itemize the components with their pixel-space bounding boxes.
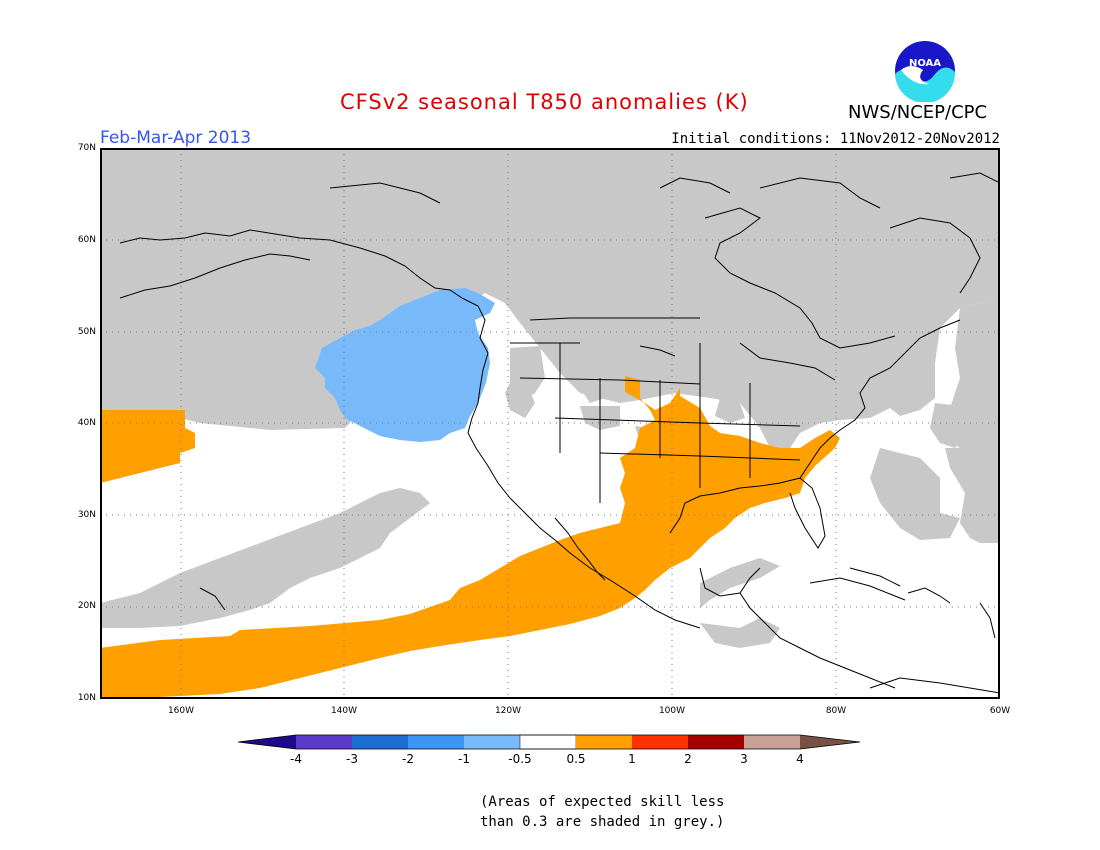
anomaly-map [100,148,1000,699]
lon-label: 160W [167,706,195,716]
colorbar-arrow-high [800,735,860,749]
colorbar [238,734,861,750]
colorbar-label: 0.5 [566,752,586,766]
graticule [100,148,1000,699]
noaa-logo: NOAA [895,41,956,102]
skill-footnote: (Areas of expected skill less than 0.3 a… [480,792,724,832]
colorbar-swatch [352,735,408,749]
lon-label: 80W [825,706,847,716]
colorbar-label: -3 [346,752,358,766]
colorbar-label: -2 [402,752,414,766]
colorbar-swatch [464,735,520,749]
colorbar-swatch [296,735,352,749]
colorbar-label: 4 [796,752,804,766]
colorbar-label: -1 [458,752,470,766]
colorbar-arrow-low [238,735,296,749]
lon-label: 140W [330,706,358,716]
lat-label: 20N [77,601,96,611]
lon-label: 100W [658,706,686,716]
chart-title: CFSv2 seasonal T850 anomalies (K) [340,90,749,114]
colorbar-label: -0.5 [508,752,532,766]
colorbar-swatch [632,735,688,749]
coastlines [119,172,1000,694]
forecast-period: Feb-Mar-Apr 2013 [100,128,252,148]
lat-label: 50N [77,327,96,337]
footnote-line: than 0.3 are shaded in grey.) [480,814,725,830]
lat-label: 40N [77,418,96,428]
lon-label: 60W [989,706,1011,716]
agency-label: NWS/NCEP/CPC [848,102,988,123]
lon-label: 120W [494,706,522,716]
negative-anomaly-areas [315,288,495,442]
map-frame [100,148,1000,699]
colorbar-swatch [744,735,800,749]
lat-label: 30N [77,510,96,520]
colorbar-label: 1 [628,752,636,766]
positive-anomaly-areas [100,376,840,699]
initial-conditions: Initial conditions: 11Nov2012-20Nov2012 [671,131,1000,147]
colorbar-label: 3 [740,752,748,766]
colorbar-swatch [519,734,577,750]
colorbar-swatch [576,735,632,749]
colorbar-swatch [688,735,744,749]
lat-label: 60N [77,235,96,245]
colorbar-label: 2 [684,752,692,766]
colorbar-label: -4 [290,752,302,766]
footnote-line: (Areas of expected skill less [480,794,725,810]
lat-label: 70N [77,143,96,153]
lat-label: 10N [77,693,96,703]
colorbar-swatch [408,735,464,749]
logo-text: NOAA [909,58,941,69]
